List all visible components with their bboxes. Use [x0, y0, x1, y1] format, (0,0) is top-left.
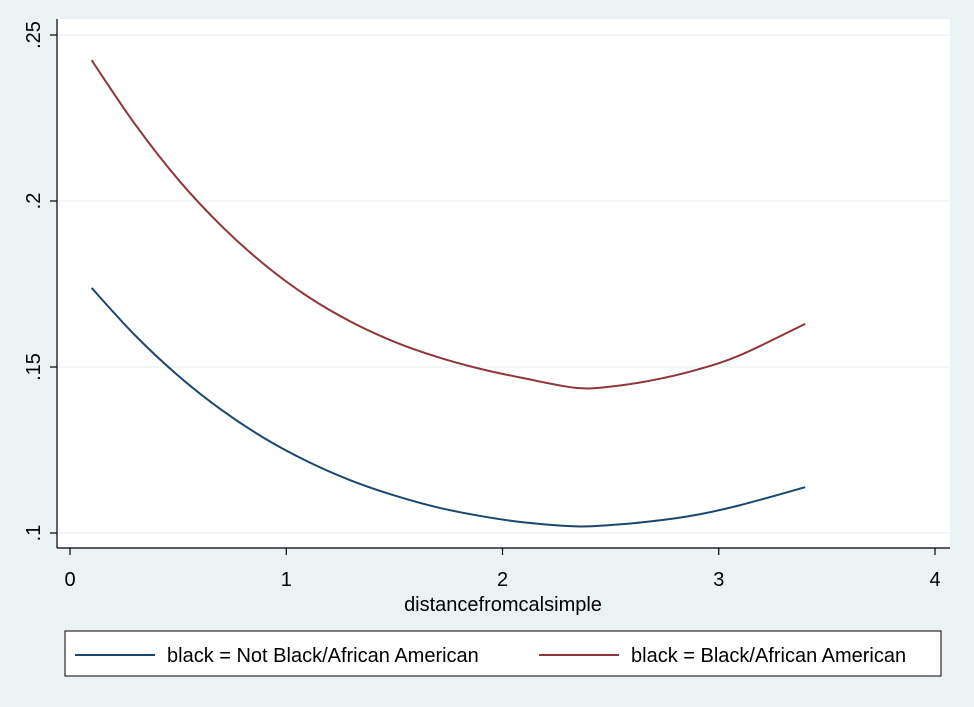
x-tick-label: 4 [929, 569, 940, 591]
series-line-2 [90, 59, 806, 390]
y-tick-label: .1 [23, 525, 45, 542]
y-tick-label: .25 [23, 21, 45, 49]
legend-label-series-1: black = Not Black/African American [167, 645, 479, 667]
x-tick-label: 0 [64, 569, 75, 591]
x-axis-title: distancefromcalsimple [404, 594, 602, 616]
legend: black = Not Black/African American black… [64, 630, 942, 677]
axes [56, 19, 950, 549]
legend-box [64, 630, 942, 677]
y-tick-label: .15 [23, 353, 45, 381]
ticks: .1 .15 .2 .25 0 1 2 3 4 [23, 21, 941, 591]
series-line-1 [90, 287, 806, 528]
y-tick-label: .2 [23, 193, 45, 210]
x-tick-label: 2 [497, 569, 508, 591]
x-tick-label: 3 [713, 569, 724, 591]
plot-area [57, 19, 950, 547]
x-tick-label: 1 [281, 569, 292, 591]
legend-label-series-2: black = Black/African American [631, 645, 906, 667]
series-lines [90, 59, 806, 528]
gridlines [58, 34, 950, 534]
